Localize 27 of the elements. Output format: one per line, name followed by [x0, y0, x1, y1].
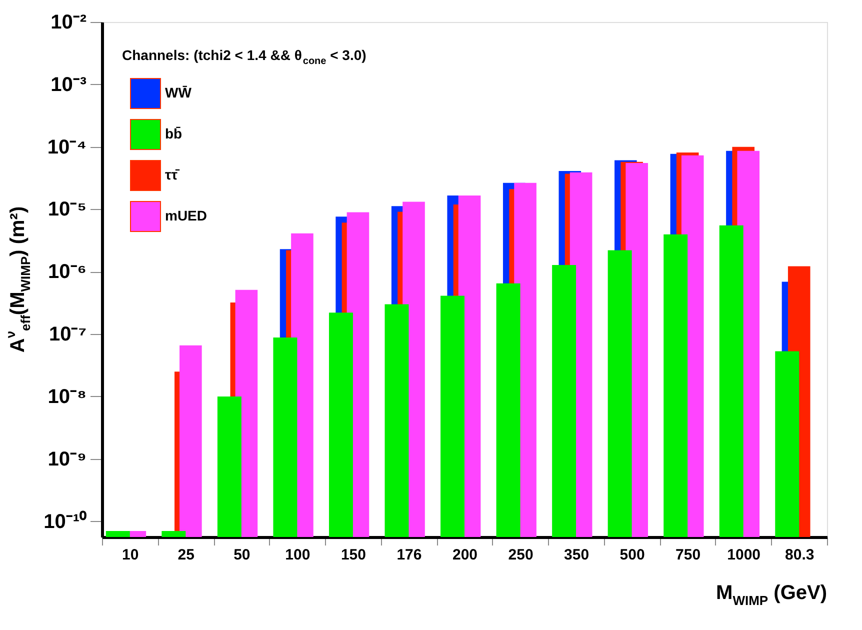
y-tick-label: 10⁻¹⁰ — [44, 510, 86, 533]
y-tick-label: 10⁻⁴ — [47, 136, 86, 158]
x-tick-label: 50 — [234, 546, 250, 564]
y-tick-label: 10⁻³ — [50, 74, 87, 96]
x-tick-label: 350 — [564, 546, 590, 564]
y-axis-title: Aνeff(MWIMP) (m²) — [3, 206, 33, 353]
legend-label: bb̄ — [165, 126, 182, 142]
legend-label: ττ̄ — [165, 166, 180, 182]
x-tick-label: 10 — [122, 546, 139, 564]
x-tick-label: 500 — [620, 546, 645, 564]
x-tick-label: 176 — [396, 546, 422, 564]
legend-label: WW̄ — [165, 84, 192, 100]
x-tick-label: 250 — [508, 546, 534, 564]
y-tick-label: 10⁻⁸ — [48, 386, 86, 408]
y-tick-label: 10⁻⁵ — [48, 198, 86, 221]
legend-label: mUED — [165, 208, 208, 224]
x-tick-label: 100 — [285, 546, 310, 564]
x-tick-label: 80.3 — [785, 546, 814, 564]
y-tick-label: 10⁻² — [50, 12, 87, 34]
x-tick-label: 150 — [340, 546, 366, 564]
y-tick-label: 10⁻⁶ — [48, 261, 86, 284]
x-tick-label: 200 — [452, 546, 478, 564]
x-tick-label: 25 — [178, 546, 194, 564]
x-tick-label: 750 — [676, 546, 701, 564]
y-tick-label: 10⁻⁹ — [48, 448, 86, 470]
y-tick-label: 10⁻⁷ — [49, 324, 86, 346]
x-tick-label: 1000 — [727, 546, 761, 564]
